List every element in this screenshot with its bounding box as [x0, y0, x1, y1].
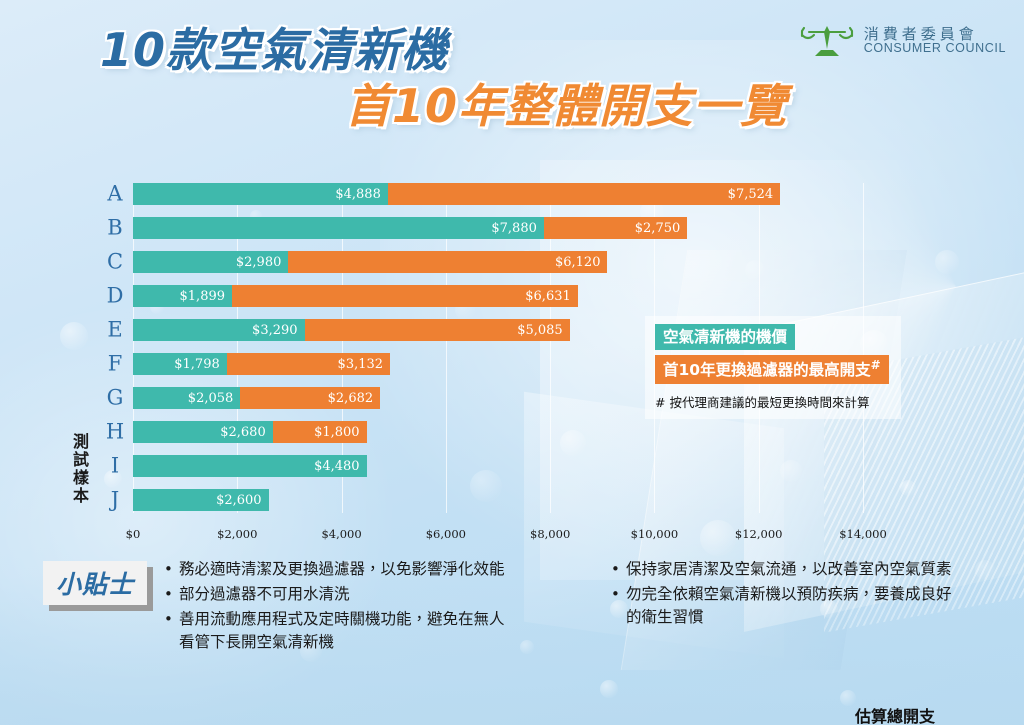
bar-segment-filter: $5,085: [304, 319, 570, 341]
bar-segment-price: $4,888: [133, 183, 388, 205]
tip-text: 務必適時清潔及更換過濾器，以免影響淨化效能: [179, 560, 505, 578]
chart-row-label: B: [107, 215, 123, 240]
logo-name-cn: 消費者委員會: [863, 24, 978, 43]
chart-bar-row: J $2,600: [111, 489, 863, 511]
chart-bar-row: E $3,290 $5,085: [107, 319, 863, 341]
bar-segment-filter: $1,800: [272, 421, 367, 443]
x-axis-tick: $2,000: [217, 527, 258, 541]
bar-segment-price: $1,798: [133, 353, 227, 375]
x-axis: $0 $2,000 $4,000 $6,000 $8,000 $10,000 $12,000…: [126, 523, 887, 549]
bar-segment-price: $2,058: [133, 387, 241, 409]
chart-row-label: C: [106, 249, 124, 274]
tips-section: 小貼士 務必適時清潔及更換過濾器，以免影響淨化效能部分過濾器不可用水清洗善用流動…: [40, 558, 1015, 656]
bar-segment-price: $1,899: [133, 285, 233, 307]
x-axis-tick: $0: [125, 527, 141, 541]
tip-text: 保持家居清潔及空氣流通，以改善室內空氣質素: [626, 560, 952, 578]
bar-segment-filter: $3,132: [226, 353, 391, 375]
tips-column-right: 保持家居清潔及空氣流通，以改善室內空氣質素勿完全依賴空氣清新機以預防疾病，要養成…: [585, 558, 1015, 656]
page-title: 10款空氣清新機 首10年整體開支一覽: [0, 23, 1024, 133]
tip-text-continued: 的衛生習慣: [626, 607, 704, 626]
chart-row-label: G: [106, 385, 124, 410]
chart-bar-row: H $2,680 $1,800: [106, 421, 863, 443]
chart-bar-row: D $1,899 $6,631: [107, 285, 863, 307]
consumer-council-logo: 消費者委員會 CONSUMER COUNCIL: [799, 22, 1006, 60]
tips-column-left: 務必適時清潔及更換過濾器，以免影響淨化效能部分過濾器不可用水清洗善用流動應用程式…: [158, 558, 585, 656]
tips-badge-label: 小貼士: [55, 570, 134, 599]
chart-bar-row: F $1,798 $3,132: [108, 353, 863, 375]
tip-item: 保持家居清潔及空氣流通，以改善室內空氣質素: [611, 558, 1015, 581]
y-axis-title: 測試樣本: [72, 432, 89, 505]
balance-scale-icon: [800, 26, 853, 56]
chart-row-label: J: [110, 487, 120, 512]
expenditure-chart: 測試樣本 A $4,888 $7,524 B $7,880 $2,750 C $2,980 $6…: [0, 183, 1024, 725]
chart-row-label: H: [105, 419, 125, 444]
bar-segment-filter: $2,682: [240, 387, 381, 409]
x-axis-tick: $10,000: [630, 527, 679, 541]
x-axis-tick: $4,000: [321, 527, 362, 541]
chart-bar-row: A $4,888 $7,524: [107, 183, 863, 205]
tip-text-continued: 看管下長開空氣清新機: [179, 632, 335, 651]
x-axis-tick: $8,000: [530, 527, 571, 541]
bar-segment-price: $2,600: [133, 489, 269, 511]
chart-row-label: I: [110, 453, 120, 478]
bar-segment-price: $2,980: [133, 251, 289, 273]
x-axis-tick: $12,000: [734, 527, 783, 541]
tip-item: 部分過濾器不可用水清洗: [164, 583, 585, 606]
legend-item-filter-label: 首10年更換過濾器的最高開支: [663, 361, 871, 380]
chart-row-label: A: [107, 181, 123, 206]
tip-text: 善用流動應用程式及定時關機功能，避免在無人: [179, 609, 505, 628]
chart-row-label: F: [107, 351, 123, 376]
bar-segment-filter: $6,631: [232, 285, 578, 307]
page-title-line1: 10款空氣清新機: [100, 23, 449, 77]
legend-item-price: 空氣清新機的機價: [655, 324, 796, 351]
chart-row-label: D: [106, 283, 124, 308]
bar-segment-filter: $6,120: [288, 251, 608, 273]
chart-bar-row: C $2,980 $6,120: [107, 251, 863, 273]
chart-plot-area: A $4,888 $7,524 B $7,880 $2,750 C $2,980 $6,120 D…: [106, 183, 887, 541]
bar-segment-filter: $7,524: [387, 183, 781, 205]
chart-bar-row: G $2,058 $2,682: [107, 387, 863, 409]
bar-segment-price: $4,480: [133, 455, 367, 477]
bar-segment-price: $3,290: [133, 319, 305, 341]
bar-segment-price: $7,880: [133, 217, 544, 239]
chart-legend: 空氣清新機的機價 首10年更換過濾器的最高開支# # 按代理商建議的最短更換時間…: [645, 316, 901, 420]
tips-badge-face: 小貼士: [43, 561, 147, 605]
tip-text: 勿完全依賴空氣清新機以預防疾病，要養成良好: [626, 584, 952, 603]
logo-name-en: CONSUMER COUNCIL: [863, 41, 1006, 56]
x-axis-tick: $6,000: [425, 527, 466, 541]
chart-bar-row: I $4,480: [111, 455, 863, 477]
chart-row-label: E: [107, 317, 123, 342]
x-axis-tick: $14,000: [839, 527, 887, 541]
tip-item: 務必適時清潔及更換過濾器，以免影響淨化效能: [164, 558, 585, 581]
bar-segment-filter: $2,750: [543, 217, 688, 239]
legend-footnote: # 按代理商建議的最短更換時間來計算: [655, 395, 870, 411]
page-title-line2: 首10年整體開支一覽: [345, 78, 788, 133]
chart-bar-rows: A $4,888 $7,524 B $7,880 $2,750 C $2,980 $6,120 D…: [106, 183, 863, 523]
bar-segment-price: $2,680: [133, 421, 273, 443]
legend-footnote-marker: #: [870, 358, 881, 373]
chart-bar-row: B $7,880 $2,750: [107, 217, 863, 239]
x-axis-title: 估算總開支: [855, 707, 936, 725]
tips-badge: 小貼士: [40, 558, 158, 656]
legend-item-filter: 首10年更換過濾器的最高開支#: [655, 355, 889, 385]
tip-text: 部分過濾器不可用水清洗: [179, 584, 350, 603]
